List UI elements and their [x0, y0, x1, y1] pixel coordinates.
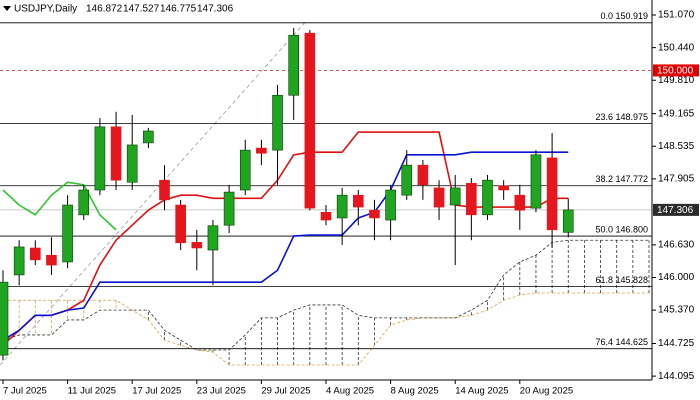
x-tick-label: 8 Aug 2025 [391, 386, 439, 397]
candle-body [207, 225, 219, 251]
price-box [653, 64, 699, 77]
candle-body [175, 204, 186, 244]
candle-body [417, 164, 429, 186]
candle-body [143, 130, 154, 144]
y-tick-label: 146.630 [658, 240, 695, 251]
chart-title: USDJPY,Daily [14, 4, 77, 15]
candle-body [223, 191, 235, 226]
x-tick-label: 4 Aug 2025 [326, 386, 374, 397]
y-tick-label: 145.370 [658, 305, 695, 316]
candle-body [449, 187, 461, 206]
x-tick-label: 14 Aug 2025 [455, 386, 508, 397]
cloud-span-b [2, 239, 649, 351]
candle-body [256, 147, 267, 154]
price-box-label: 147.306 [657, 205, 694, 216]
candle-body [29, 247, 41, 261]
header-value: 147.527 [123, 4, 160, 15]
y-tick-label: 144.725 [658, 338, 695, 349]
y-tick-label: 150.440 [658, 42, 695, 53]
candle-body [159, 179, 170, 201]
price-box [653, 203, 699, 216]
fib-label: 0.0 150.919 [600, 11, 648, 21]
candle-body [288, 34, 300, 96]
candle-body [530, 154, 542, 209]
x-tick-label: 17 Jul 2025 [132, 386, 181, 397]
y-tick-label: 147.905 [658, 174, 695, 185]
candle-body [46, 254, 57, 266]
x-tick-label: 29 Jul 2025 [261, 386, 310, 397]
candle-body [433, 187, 445, 208]
x-tick-label: 11 Jul 2025 [68, 386, 116, 397]
x-tick-label: 23 Jul 2025 [197, 386, 246, 397]
candle-body [562, 209, 574, 233]
header-value: 146.775 [160, 4, 197, 15]
y-tick-label: 144.095 [658, 371, 695, 382]
candle-body [78, 189, 90, 216]
candle-body [304, 32, 316, 209]
price-box-label: 150.000 [657, 66, 694, 77]
candle-body [110, 126, 122, 181]
candle-body [385, 189, 396, 221]
candle-body [13, 246, 25, 276]
candle-body [369, 209, 380, 219]
y-tick-label: 151.070 [658, 10, 695, 21]
header-value: 146.872 [86, 4, 123, 15]
candle-body [401, 164, 413, 196]
y-tick-label: 148.535 [658, 141, 695, 152]
fib-label: 38.2 147.772 [595, 174, 648, 184]
candle-body [352, 194, 364, 208]
fib-label: 61.8 145.828 [595, 275, 648, 285]
candle-body [94, 126, 106, 191]
x-tick-label: 7 Jul 2025 [3, 386, 47, 397]
candle-body [239, 149, 251, 191]
cloud-span-a [3, 292, 649, 366]
candle-body [62, 204, 73, 263]
indicator-line [2, 151, 569, 341]
candle-body [320, 211, 332, 221]
indicator-line [2, 181, 117, 231]
fib-label: 50.0 146.800 [595, 224, 648, 234]
y-tick-label: 146.000 [658, 272, 695, 283]
candle-body [546, 157, 558, 231]
x-tick-label: 20 Aug 2025 [520, 386, 573, 397]
symbol-toggle[interactable] [3, 6, 11, 11]
candle-body [336, 194, 348, 219]
y-tick-label: 149.165 [658, 108, 695, 119]
candle-body [482, 179, 493, 216]
y-tick-label: 149.810 [658, 75, 695, 86]
candle-body [126, 144, 138, 183]
candle-body [272, 94, 283, 151]
header-value: 147.306 [197, 4, 234, 15]
candle-body [0, 281, 9, 356]
candle-body [466, 182, 477, 216]
candle-body [498, 185, 509, 191]
candle-body [514, 194, 526, 211]
fib-label: 76.4 144.625 [595, 337, 648, 347]
fib-label: 23.6 148.975 [595, 112, 648, 122]
candle-body [191, 241, 203, 249]
